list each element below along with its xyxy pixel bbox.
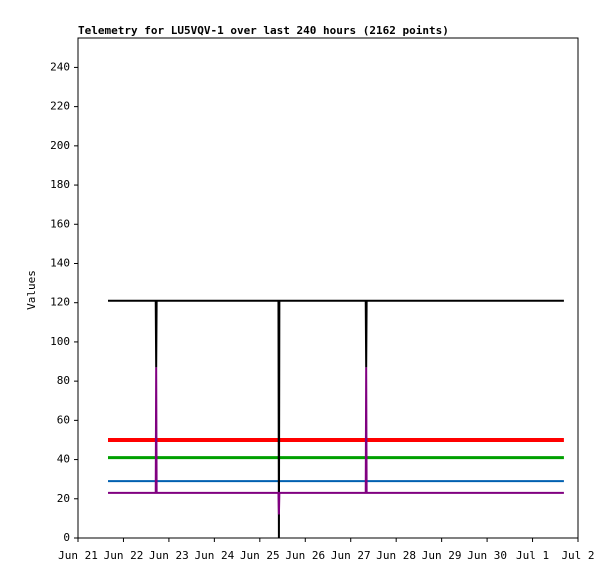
x-tick-label: Jun 21 (58, 549, 98, 562)
y-tick-label: 60 (57, 413, 70, 426)
y-tick-label: 220 (50, 100, 70, 113)
x-tick-label: Jul 2 (561, 549, 594, 562)
x-tick-label: Jun 24 (194, 549, 234, 562)
x-tick-label: Jul 1 (516, 549, 549, 562)
y-tick-label: 200 (50, 139, 70, 152)
y-tick-label: 140 (50, 256, 70, 269)
chart-title: Telemetry for LU5VQV-1 over last 240 hou… (78, 24, 449, 37)
plot-area (108, 299, 564, 539)
x-tick-label: Jun 29 (422, 549, 462, 562)
y-tick-label: 160 (50, 217, 70, 230)
plot-frame (77, 37, 579, 539)
y-tick-label: 180 (50, 178, 70, 191)
y-tick-label: 100 (50, 335, 70, 348)
y-tick-label: 240 (50, 60, 70, 73)
y-tick-label: 120 (50, 296, 70, 309)
y-tick-label: 20 (57, 492, 70, 505)
y-tick-label: 80 (57, 374, 70, 387)
y-tick-label: 0 (63, 531, 70, 544)
x-tick-label: Jun 30 (467, 549, 507, 562)
x-tick-label: Jun 28 (376, 549, 416, 562)
x-tick-label: Jun 22 (104, 549, 144, 562)
x-tick-label: Jun 23 (149, 549, 189, 562)
y-tick-label: 40 (57, 453, 70, 466)
series-line (108, 299, 564, 539)
x-tick-label: Jun 27 (331, 549, 371, 562)
series-line (108, 367, 564, 515)
x-tick-label: Jun 25 (240, 549, 280, 562)
y-axis-label: Values (25, 270, 38, 310)
x-tick-label: Jun 26 (285, 549, 325, 562)
